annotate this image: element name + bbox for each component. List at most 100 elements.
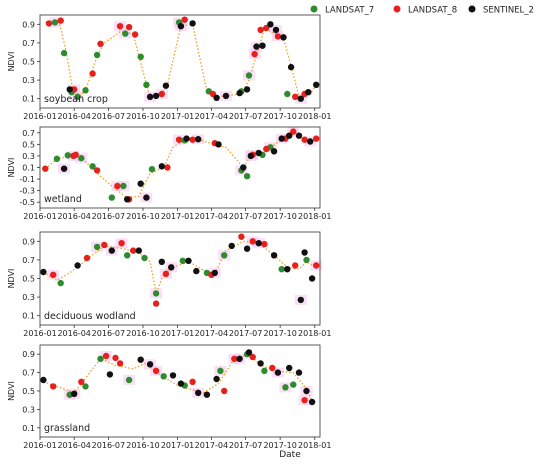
trend-line-deciduous-wodland xyxy=(43,240,317,296)
point-sentinel-2 xyxy=(211,269,218,277)
point-landsat-8 xyxy=(251,50,258,58)
point-landsat-8 xyxy=(78,378,85,385)
point-landsat-7 xyxy=(290,381,297,388)
y-tick-label: 0.7 xyxy=(22,369,35,378)
legend-marker-landsat8 xyxy=(393,5,401,13)
y-tick-label: 0.7 xyxy=(22,39,35,48)
point-landsat-7 xyxy=(97,355,104,362)
point-landsat-7 xyxy=(217,367,224,374)
point-landsat-8 xyxy=(221,387,228,395)
point-sentinel-2 xyxy=(74,262,81,269)
x-tick-label: 2018-01 xyxy=(298,112,331,121)
point-landsat-7 xyxy=(284,90,291,98)
y-tick-label: 0.1 xyxy=(22,95,35,104)
x-tick-label: 2017-10 xyxy=(263,112,296,121)
point-landsat-8 xyxy=(290,128,297,135)
point-sentinel-2 xyxy=(228,242,235,250)
panel-annotation: grassland xyxy=(44,423,90,434)
point-sentinel-2 xyxy=(280,34,287,41)
point-sentinel-2 xyxy=(243,86,251,93)
y-tick-label: 0.3 xyxy=(22,405,35,414)
point-landsat-8 xyxy=(158,90,165,98)
point-sentinel-2 xyxy=(287,63,295,71)
point-landsat-8 xyxy=(125,23,133,31)
point-sentinel-2 xyxy=(240,164,247,171)
point-sentinel-2 xyxy=(143,194,150,201)
point-sentinel-2 xyxy=(308,275,316,282)
point-landsat-8 xyxy=(50,271,57,278)
point-sentinel-2 xyxy=(295,369,303,376)
point-landsat-8 xyxy=(152,300,160,307)
x-tick-label: 2016-10 xyxy=(126,329,159,338)
y-tick-label: 0.1 xyxy=(22,164,35,173)
point-landsat-7 xyxy=(82,383,89,390)
x-tick-label: 2017-07 xyxy=(229,441,262,450)
point-landsat-8 xyxy=(257,26,264,34)
point-sentinel-2 xyxy=(158,258,165,265)
point-sentinel-2 xyxy=(177,380,185,387)
legend-entry-landsat7: LANDSAT_7 xyxy=(310,5,374,16)
y-tick-label: 0.5 xyxy=(22,275,35,284)
y-tick-label: 0.5 xyxy=(22,140,35,149)
point-sentinel-2 xyxy=(60,165,68,172)
y-tick-label: 0.3 xyxy=(22,76,35,85)
x-tick-label: 2016-04 xyxy=(57,212,90,221)
point-sentinel-2 xyxy=(195,389,202,396)
x-tick-label: 2016-07 xyxy=(92,441,125,450)
trend-line-wetland xyxy=(44,132,317,199)
point-landsat-7 xyxy=(125,376,133,384)
point-sentinel-2 xyxy=(255,240,262,247)
x-tick-label: 2016-10 xyxy=(126,441,159,450)
x-tick-label: 2017-01 xyxy=(161,329,194,338)
y-tick-label: -0.1 xyxy=(19,175,35,184)
y-tick-label: 0.7 xyxy=(22,129,35,138)
panel-grassland: 0.1 0.3 0.5 0.7 0.9 2016-01 2016-04 2016-07 2016… xyxy=(7,344,331,450)
point-landsat-8 xyxy=(164,164,171,171)
point-landsat-8 xyxy=(249,353,256,361)
legend-label-sentinel2: SENTINEL_2 xyxy=(483,6,534,16)
point-sentinel-2 xyxy=(274,369,282,376)
point-landsat-7 xyxy=(160,373,167,380)
point-sentinel-2 xyxy=(162,82,170,89)
point-landsat-8 xyxy=(116,360,124,367)
legend-entry-landsat8: LANDSAT_8 xyxy=(393,5,457,16)
point-landsat-7 xyxy=(57,279,64,287)
point-landsat-7 xyxy=(303,256,310,264)
x-tick-label: 2017-07 xyxy=(229,112,262,121)
x-tick-label: 2016-04 xyxy=(57,441,90,450)
point-landsat-7 xyxy=(93,51,101,59)
point-sentinel-2 xyxy=(40,376,47,384)
y-axis-label: NDVI xyxy=(7,381,16,401)
x-tick-label: 2017-04 xyxy=(195,441,228,450)
point-landsat-7 xyxy=(143,81,150,89)
point-landsat-7 xyxy=(108,194,116,201)
point-sentinel-2 xyxy=(215,141,222,148)
point-landsat-8 xyxy=(189,378,196,385)
point-landsat-7 xyxy=(74,93,81,101)
legend: LANDSAT_7 LANDSAT_8 SENTINEL_2 xyxy=(310,5,534,16)
point-sentinel-2 xyxy=(177,23,185,30)
point-landsat-8 xyxy=(93,167,101,174)
point-landsat-8 xyxy=(301,397,308,404)
point-sentinel-2 xyxy=(257,360,264,367)
point-landsat-8 xyxy=(101,241,108,249)
panel-annotation: soybean crop xyxy=(44,94,108,105)
x-tick-label: 2017-04 xyxy=(195,112,228,121)
point-sentinel-2 xyxy=(137,356,144,363)
x-tick-label: 2016-01 xyxy=(23,329,56,338)
y-tick-label: 0.3 xyxy=(22,293,35,302)
point-landsat-8 xyxy=(292,93,299,101)
y-tick-label: 0.9 xyxy=(22,20,35,29)
point-landsat-7 xyxy=(124,252,131,259)
legend-marker-landsat7 xyxy=(310,5,318,13)
point-landsat-7 xyxy=(179,257,186,264)
y-tick-label: -0.5 xyxy=(19,198,35,207)
point-landsat-7 xyxy=(141,254,148,262)
x-tick-label: 2018-01 xyxy=(298,212,331,221)
point-landsat-8 xyxy=(263,24,270,32)
point-landsat-8 xyxy=(249,238,256,245)
point-sentinel-2 xyxy=(313,81,320,89)
point-landsat-8 xyxy=(89,70,96,77)
